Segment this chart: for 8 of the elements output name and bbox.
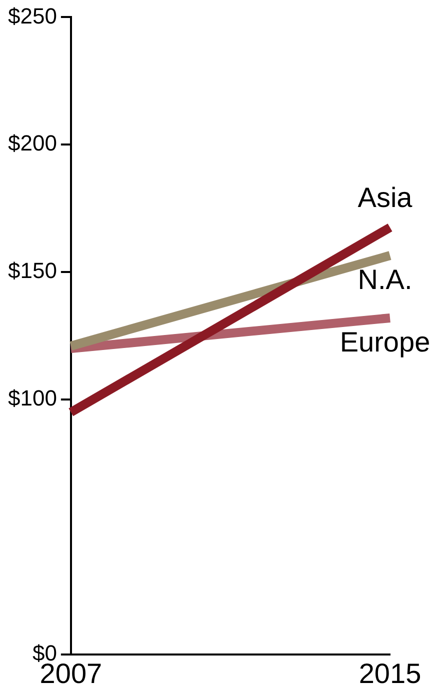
y-tick-label: $200 xyxy=(8,130,57,156)
x-tick-label: 2015 xyxy=(358,658,422,689)
series-label: N.A. xyxy=(358,264,412,296)
y-tick-label: $100 xyxy=(8,386,57,411)
series-label: Europe xyxy=(340,326,430,358)
y-tick-label: $250 xyxy=(8,3,57,28)
y-tick-label: $150 xyxy=(8,258,57,284)
series-label: Asia xyxy=(358,182,413,214)
